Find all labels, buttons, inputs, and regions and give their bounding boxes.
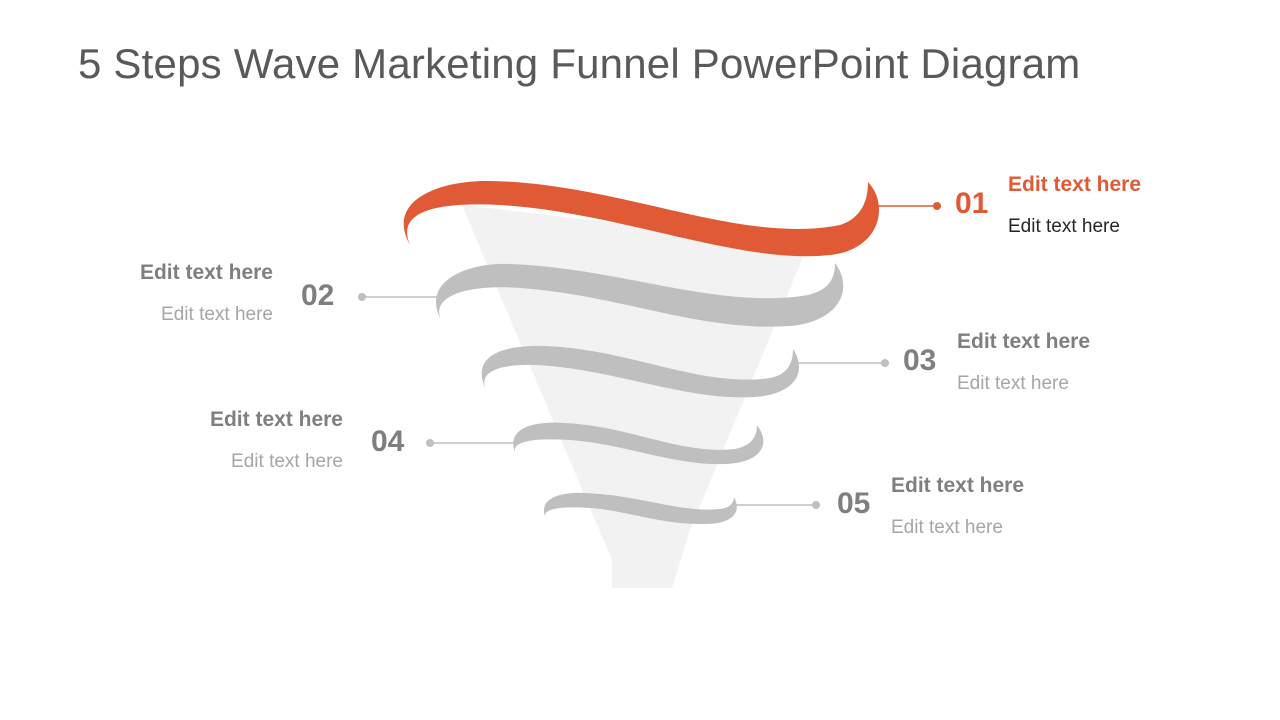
step-number-04: 04 — [371, 425, 405, 458]
connector-02 — [358, 293, 440, 301]
step-heading-03[interactable]: Edit text here — [957, 330, 1091, 353]
wave-ribbon-01 — [403, 180, 880, 257]
connector-05 — [734, 501, 820, 509]
step-number-02: 02 — [301, 279, 335, 312]
wave-ribbon-05 — [543, 492, 737, 525]
step-label-05: Edit text here Edit text here — [891, 473, 1024, 540]
step-text-03[interactable]: Edit text here — [957, 373, 1069, 394]
slide-title: 5 Steps Wave Marketing Funnel PowerPoint… — [78, 40, 1081, 87]
step-label-01: Edit text here Edit text here — [1008, 172, 1141, 239]
step-heading-02[interactable]: Edit text here — [139, 261, 273, 284]
wave-ribbon-02 — [436, 263, 844, 327]
step-heading-05[interactable]: Edit text here — [891, 474, 1025, 497]
step-label-02: Edit text here Edit text here — [140, 260, 273, 327]
step-text-04[interactable]: Edit text here — [231, 451, 343, 472]
connector-01 — [872, 202, 941, 210]
wave-ribbon-04 — [513, 422, 764, 465]
step-text-05[interactable]: Edit text here — [891, 517, 1003, 538]
step-text-02[interactable]: Edit text here — [161, 304, 273, 325]
step-label-03: Edit text here Edit text here — [957, 329, 1090, 396]
step-label-04: Edit text here Edit text here — [210, 407, 343, 474]
connector-03 — [794, 359, 889, 367]
step-text-01[interactable]: Edit text here — [1008, 216, 1120, 237]
connector-04 — [426, 439, 514, 447]
step-number-05: 05 — [837, 487, 871, 520]
step-number-03: 03 — [903, 344, 937, 377]
step-number-01: 01 — [955, 187, 989, 220]
step-heading-04[interactable]: Edit text here — [209, 408, 343, 431]
wave-ribbon-03 — [481, 345, 800, 398]
step-heading-01[interactable]: Edit text here — [1008, 173, 1142, 196]
